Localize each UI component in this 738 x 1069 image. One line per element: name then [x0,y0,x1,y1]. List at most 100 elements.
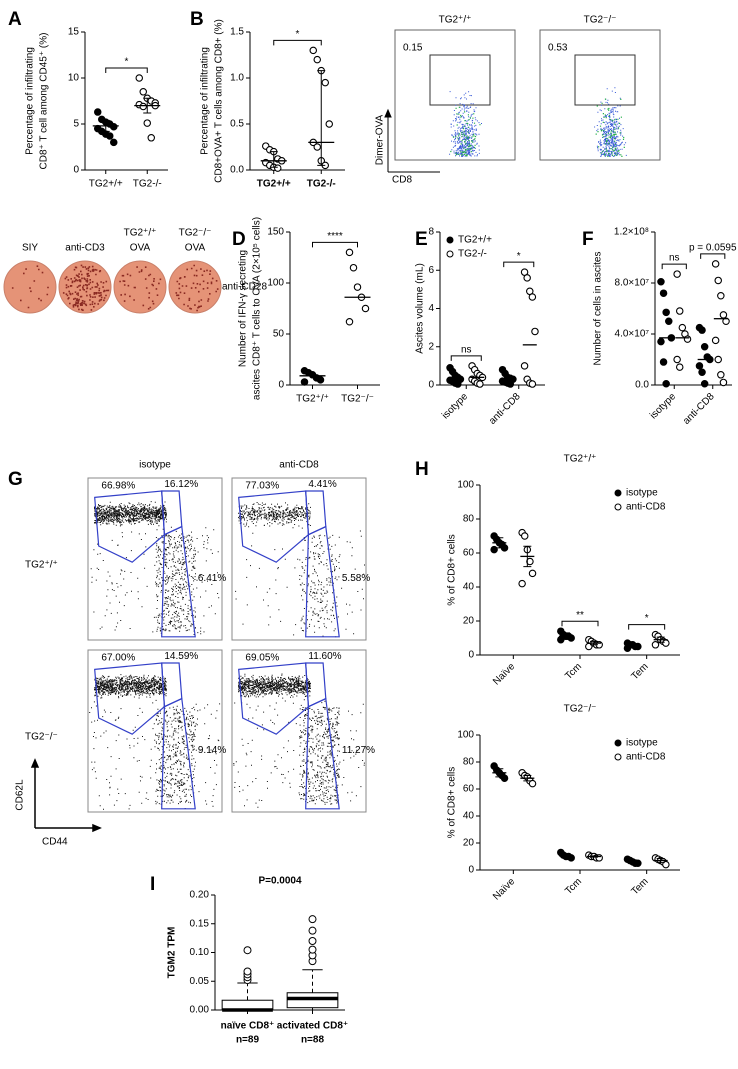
well [113,260,167,314]
significance-bracket [503,261,535,268]
legend-marker [446,236,454,244]
legend-marker [446,250,454,258]
flow-plot-frame [87,649,223,813]
y-tick-label: 0.0 [230,165,244,176]
data-point [135,74,144,82]
x-tick-label: TG2-/- [307,179,336,190]
x-tick-label: Tcm [563,876,584,897]
error-bar [495,537,504,549]
flow-plot-title: TG2⁻/⁻ [584,15,617,26]
gate-percentage: 5.58% [342,573,370,584]
data-point [110,123,118,131]
y-tick-label: 4.0×10⁷ [615,329,650,340]
well-spots [62,264,110,311]
x-tick-label: anti-CD8 [487,391,523,427]
y-tick-label: 8.0×10⁷ [615,278,650,289]
x-tick-label: TG2+/+ [257,179,291,190]
y-tick-label: 0 [73,165,79,176]
data-point [695,362,704,370]
data-point [711,260,720,268]
data-point [651,641,660,649]
data-point [110,138,118,147]
data-point [657,337,665,346]
data-point [361,304,370,313]
y-tick-label: 150 [267,227,284,238]
flow-gate [429,54,491,106]
legend-marker [614,489,622,497]
flow-plot-frame [539,29,661,161]
x-tick-label: Naïve [491,661,518,688]
gate-naive [94,490,166,563]
y-tick-label: 0.10 [190,947,210,958]
data-point [678,323,687,332]
y-tick-label: 1.5 [230,27,244,38]
error-bar [562,632,570,639]
data-point [520,362,529,370]
panel-letter: I [150,874,155,895]
data-point [557,635,565,644]
outlier [308,945,317,954]
panel-letter: B [190,9,204,30]
data-point [300,378,309,386]
error-bar [269,151,278,168]
gate-percentage: 16.12% [164,479,198,490]
panel-letter: H [415,459,429,480]
data-point [722,317,730,325]
y-tick-label: 100 [457,480,474,491]
data-point [531,327,539,336]
error-bar [143,97,152,114]
y-tick-label: 4 [428,303,434,314]
data-point [717,371,725,379]
y-axis-label: TGM2 TPM [167,927,178,979]
well-spots [175,264,219,312]
y-tick-label: 60 [463,784,475,795]
significance-bracket [661,263,687,270]
flow-events [594,87,627,157]
column-title: isotype [139,460,171,471]
data-point [698,326,706,334]
data-point [673,270,681,278]
y-axis-label: Percentage of infiltrating [25,47,36,155]
row-label: TG2⁺/⁺ [25,560,58,571]
legend-label: anti-CD8 [626,502,666,513]
data-point [273,164,282,172]
panel-letter: D [232,229,246,250]
data-point [700,342,709,351]
y-axis-label: % of CD8+ cells [447,534,458,605]
outlier [243,946,252,955]
data-point [526,557,534,566]
data-point [700,379,709,388]
well [58,260,112,314]
data-point [585,642,593,651]
y-tick-label: 15 [68,27,80,38]
data-point [673,355,681,364]
axis-arrows [30,758,102,833]
legend-label: TG2+/+ [458,235,492,246]
panel-letter: A [8,9,22,30]
significance-label: p = 0.0595 [689,243,737,254]
well-label: OVA [130,243,151,254]
y-tick-label: 0.05 [190,976,210,987]
well-label: TG2⁻/⁻ [179,228,212,239]
data-point [528,380,537,388]
flow-gate [574,54,636,106]
y-tick-label: 80 [463,757,475,768]
y-tick-label: 50 [273,329,285,340]
x-tick-label: TG2⁻/⁻ [341,394,374,405]
data-point [717,291,725,300]
y-axis-label: CD8+OVA+ T cells among CD8+ (%) [214,19,225,183]
gate-percentage: 6.41% [198,573,226,584]
flow-x-label: CD8 [392,175,412,186]
data-point [518,579,526,588]
y-axis-label: Percentage of infiltrating [200,47,211,155]
error-bar [317,70,326,166]
error-bar [101,119,110,132]
flow-y-label: CD62L [15,779,26,811]
y-tick-label: 8 [428,227,434,238]
y-tick-label: 40 [463,582,475,593]
gate-percentage: 14.59% [164,651,198,662]
significance-bracket [561,620,599,627]
flow-events-dense [595,98,625,157]
flow-x-label: CD44 [42,837,68,848]
y-tick-label: 0 [468,865,474,876]
